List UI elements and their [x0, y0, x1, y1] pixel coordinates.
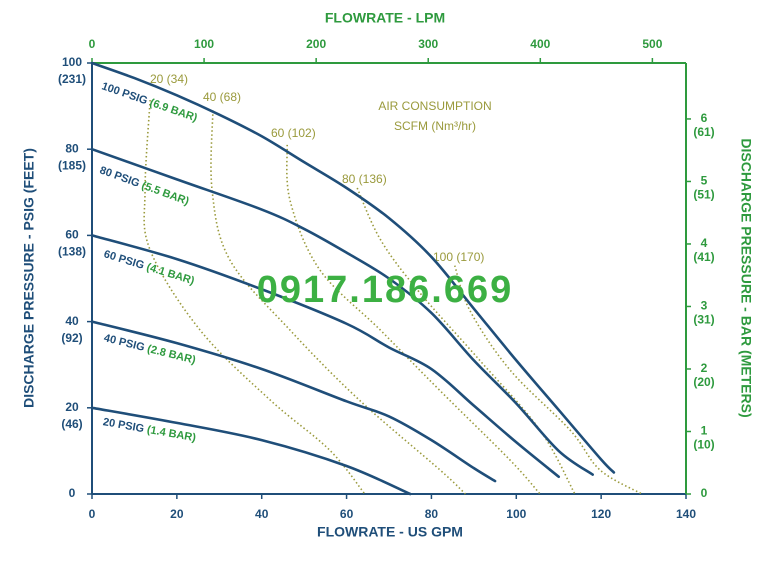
x-tick-label: 60 — [340, 507, 354, 521]
x2-tick-label: 500 — [642, 37, 662, 51]
curve-name: 100 PSIG — [100, 80, 149, 107]
air-label: 60 (102) — [271, 126, 316, 140]
y-tick-label-sub: (138) — [58, 245, 86, 259]
x2-axis-title: FLOWRATE - LPM — [325, 10, 445, 26]
y2-tick-label-sub: (31) — [693, 313, 714, 327]
y2-tick-label-sub: (20) — [693, 375, 714, 389]
curve-bar: (4.1 BAR) — [145, 261, 196, 287]
air-curve — [143, 100, 366, 495]
curve-name: 20 PSIG — [102, 416, 145, 435]
y2-tick-label-sub: (51) — [693, 188, 714, 202]
x2-tick-label: 300 — [418, 37, 438, 51]
y-tick-label: 40 — [65, 314, 79, 328]
curve-name: 60 PSIG — [102, 248, 145, 272]
x-axis-title: FLOWRATE - US GPM — [317, 524, 463, 540]
curve-bar: (1.4 BAR) — [146, 424, 197, 444]
x-tick-label: 120 — [591, 507, 611, 521]
y-tick-label: 20 — [65, 400, 79, 414]
air-label: 40 (68) — [203, 90, 241, 104]
curve-name: 80 PSIG — [98, 164, 141, 189]
x-tick-label: 20 — [170, 507, 184, 521]
air-curve — [285, 144, 541, 495]
curve-label: 60 PSIG (4.1 BAR) — [102, 248, 196, 287]
y2-tick-label: 0 — [701, 486, 708, 500]
pressure-curve — [90, 234, 561, 479]
y-tick-label: 0 — [69, 486, 76, 500]
y2-tick-label-sub: (61) — [693, 125, 714, 139]
curve-label: 20 PSIG (1.4 BAR) — [102, 416, 197, 444]
x2-tick-label: 200 — [306, 37, 326, 51]
y-axis-title: DISCHARGE PRESSURE - PSIG (FEET) — [21, 148, 37, 408]
y2-tick-label-sub: (10) — [693, 438, 714, 452]
x2-tick-label: 100 — [194, 37, 214, 51]
y-tick-label: 100 — [62, 55, 82, 69]
pressure-curve — [90, 320, 497, 483]
y-tick-label: 80 — [65, 141, 79, 155]
x-tick-label: 140 — [676, 507, 696, 521]
x-tick-label: 0 — [89, 507, 96, 521]
x-tick-label: 40 — [255, 507, 269, 521]
y2-tick-label: 6 — [701, 111, 708, 125]
y-tick-label-sub: (46) — [61, 417, 82, 431]
y2-tick-label-sub: (41) — [693, 250, 714, 264]
y2-axis-title: DISCHARGE PRESSURE - BAR (METERS) — [738, 138, 754, 417]
air-label: 100 (170) — [433, 250, 484, 264]
pressure-curve — [90, 406, 412, 496]
y2-tick-label: 1 — [701, 424, 708, 438]
air-curve — [210, 110, 466, 495]
air-subtitle: SCFM (Nm³/hr) — [394, 119, 476, 133]
curve-label: 100 PSIG (6.9 BAR) — [100, 80, 199, 124]
x2-tick-label: 400 — [530, 37, 550, 51]
air-label: 80 (136) — [342, 172, 387, 186]
curve-bar: (5.5 BAR) — [140, 180, 191, 208]
x-tick-label: 80 — [425, 507, 439, 521]
y-tick-label-sub: (185) — [58, 158, 86, 172]
pressure-curve — [90, 61, 616, 474]
y2-tick-label: 2 — [701, 361, 708, 375]
pressure-curve — [90, 147, 594, 476]
air-title: AIR CONSUMPTION — [378, 99, 491, 113]
curve-name: 40 PSIG — [103, 332, 146, 354]
y-tick-label-sub: (92) — [61, 331, 82, 345]
x2-tick-label: 0 — [89, 37, 96, 51]
watermark: 0917.186.669 — [257, 269, 513, 311]
y2-tick-label: 3 — [701, 299, 708, 313]
air-curve — [356, 187, 576, 495]
y-tick-label-sub: (231) — [58, 72, 86, 86]
x-tick-label: 100 — [506, 507, 526, 521]
y2-tick-label: 5 — [701, 174, 708, 188]
y-tick-label: 60 — [65, 228, 79, 242]
air-label: 20 (34) — [150, 72, 188, 86]
y2-tick-label: 4 — [701, 236, 708, 250]
